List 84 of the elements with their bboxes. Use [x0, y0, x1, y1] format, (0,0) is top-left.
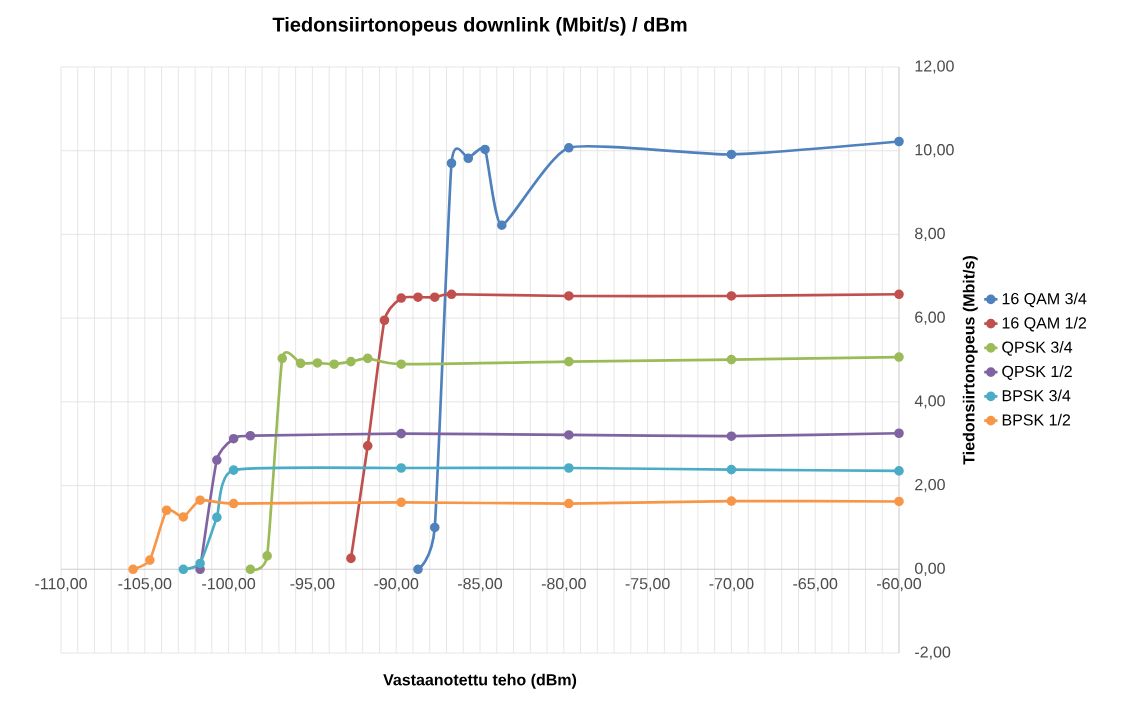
x-tick-label: -100,00 — [202, 578, 256, 592]
point — [726, 149, 737, 160]
x-tick-label: -110,00 — [35, 578, 87, 592]
point — [726, 354, 737, 365]
point — [480, 144, 490, 155]
point — [228, 433, 239, 444]
point — [726, 431, 737, 441]
point — [894, 466, 904, 476]
point — [195, 558, 205, 569]
point — [161, 505, 172, 516]
x-tick-label: -95,00 — [290, 578, 335, 592]
point — [429, 522, 440, 533]
point — [228, 498, 239, 509]
point — [446, 158, 457, 169]
legend-label: QPSK 3/4 — [1002, 341, 1073, 356]
point — [396, 359, 407, 369]
point — [346, 356, 356, 367]
point — [178, 512, 189, 522]
y-tick-label: 0,00 — [915, 562, 945, 576]
point — [262, 551, 272, 561]
legend-label: BPSK 1/2 — [1002, 413, 1071, 426]
point — [145, 555, 155, 565]
y-tick-label: 12,00 — [915, 60, 954, 74]
point — [413, 564, 423, 575]
y-tick-label: 10,00 — [915, 144, 954, 158]
point — [362, 353, 373, 364]
point — [894, 289, 904, 300]
y-tick-label: 8,00 — [915, 227, 945, 242]
point — [429, 292, 440, 303]
point — [564, 142, 574, 153]
point — [894, 136, 904, 147]
point — [362, 441, 373, 451]
point — [195, 495, 205, 506]
x-tick-label: -105,00 — [118, 578, 172, 592]
y-tick-label: -2,00 — [915, 646, 951, 660]
legend-label: BPSK 3/4 — [1002, 389, 1071, 402]
point — [396, 497, 407, 508]
legend-label: 16 QAM 1/2 — [1002, 316, 1087, 332]
point — [496, 220, 507, 231]
point — [413, 292, 423, 303]
point — [396, 428, 407, 439]
point — [894, 428, 904, 439]
point — [446, 289, 457, 300]
point — [379, 315, 390, 326]
point — [564, 430, 574, 440]
y-tick-label: 6,00 — [915, 311, 945, 325]
point — [726, 464, 737, 475]
x-axis-title: Vastaanotettu teho (dBm) — [383, 673, 577, 689]
legend-label: QPSK 1/2 — [1002, 365, 1072, 380]
point — [128, 564, 138, 575]
point — [726, 496, 737, 506]
chart-title: Tiedonsiirtonopeus downlink (Mbit/s) / dBm — [272, 16, 687, 36]
point — [396, 463, 407, 473]
point — [894, 352, 904, 362]
point — [245, 564, 256, 575]
point — [726, 291, 737, 301]
point — [178, 564, 189, 575]
point — [396, 293, 407, 303]
point — [564, 498, 574, 509]
point — [564, 463, 574, 473]
point — [228, 465, 239, 475]
y-tick-label: 4,00 — [914, 395, 945, 409]
x-tick-label: -70,00 — [709, 578, 754, 592]
point — [212, 512, 222, 523]
x-tick-label: -75,00 — [625, 578, 670, 592]
point — [312, 358, 323, 368]
legend-label: 16 QAM 3/4 — [1002, 292, 1087, 308]
y-tick-label: 2,00 — [915, 478, 945, 493]
point — [894, 496, 904, 507]
point — [564, 356, 574, 367]
x-tick-label: -60,00 — [877, 578, 922, 592]
point — [463, 153, 474, 164]
point — [295, 358, 306, 369]
x-tick-label: -85,00 — [458, 578, 503, 592]
point — [346, 553, 356, 564]
x-tick-label: -80,00 — [541, 578, 586, 592]
point — [212, 455, 222, 465]
x-tick-label: -65,00 — [793, 578, 838, 592]
point — [277, 353, 288, 364]
x-tick-label: -90,00 — [374, 578, 419, 592]
point — [245, 430, 256, 441]
point — [564, 291, 574, 301]
point — [329, 359, 339, 369]
y-axis-title: Tiedonsiirtonopeus (Mbit/s) — [962, 256, 978, 465]
